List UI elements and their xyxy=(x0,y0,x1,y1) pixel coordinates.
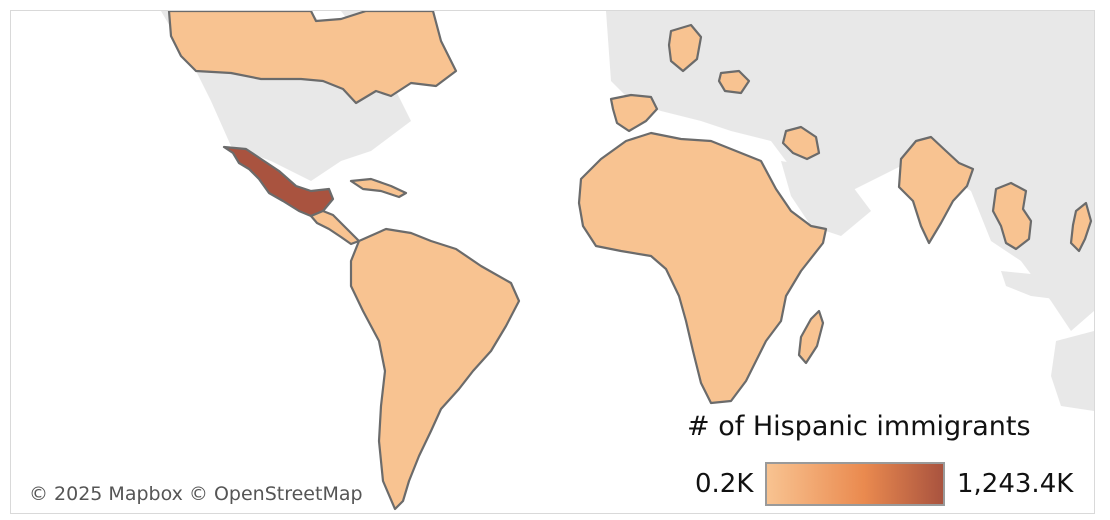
central-america-region[interactable] xyxy=(309,209,361,246)
legend-title: # of Hispanic immigrants xyxy=(687,411,1031,442)
osm-attribution-link[interactable]: © OpenStreetMap xyxy=(188,483,363,505)
africa-region[interactable] xyxy=(577,131,828,405)
caribbean-region[interactable] xyxy=(349,177,408,199)
india-region[interactable] xyxy=(897,135,975,245)
arabia-grey xyxy=(781,161,871,236)
map-attribution: © 2025 Mapbox © OpenStreetMap xyxy=(23,480,369,508)
germany-region[interactable] xyxy=(667,23,703,73)
canada-region[interactable] xyxy=(167,11,458,105)
romania-region[interactable] xyxy=(717,69,751,95)
australia-grey xyxy=(1051,331,1094,411)
spain-region[interactable] xyxy=(609,93,659,133)
mapbox-attribution-link[interactable]: © 2025 Mapbox xyxy=(29,483,183,505)
legend-color-ramp xyxy=(765,462,945,506)
world-map[interactable] xyxy=(11,11,1094,513)
madagascar-region[interactable] xyxy=(797,309,825,365)
legend-min-label: 0.2K xyxy=(695,469,754,499)
legend-max-label: 1,243.4K xyxy=(957,469,1074,499)
iran-region[interactable] xyxy=(781,125,821,161)
indonesia-grey xyxy=(1001,271,1081,301)
choropleth-countries xyxy=(167,11,1093,511)
philippines-region[interactable] xyxy=(1069,201,1093,253)
south-america-region[interactable] xyxy=(349,227,521,511)
map-frame[interactable]: # of Hispanic immigrants 0.2K 1,243.4K ©… xyxy=(10,10,1095,514)
southeast-asia-region[interactable] xyxy=(991,181,1033,251)
